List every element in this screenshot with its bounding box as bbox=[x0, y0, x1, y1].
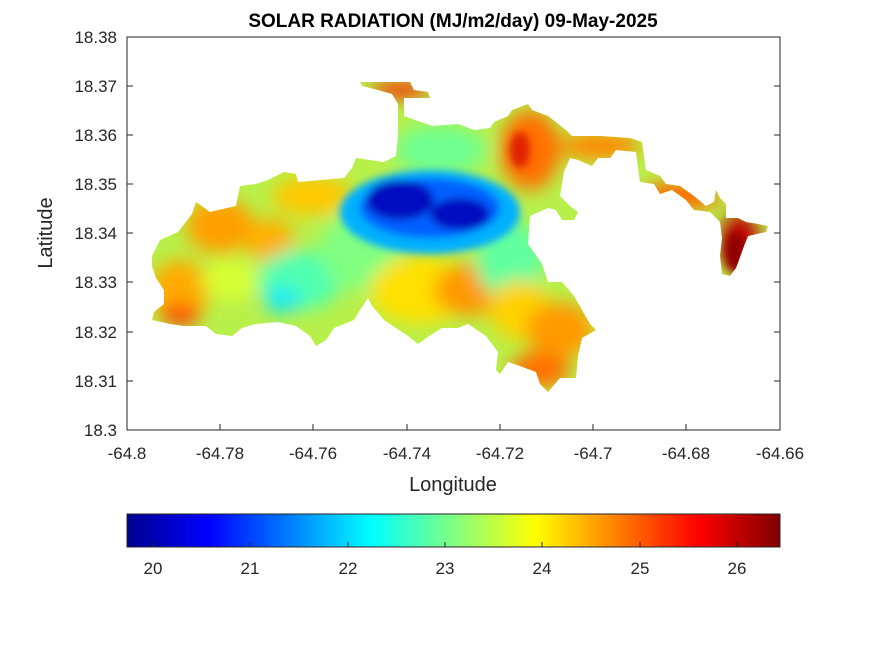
colorbar-tick-label: 21 bbox=[241, 559, 260, 578]
y-tick-label: 18.33 bbox=[74, 273, 117, 292]
x-tick-label: -64.68 bbox=[662, 444, 710, 463]
colorbar-ticks bbox=[152, 542, 738, 547]
y-axis bbox=[127, 36, 780, 431]
x-tick-label: -64.7 bbox=[574, 444, 613, 463]
y-tick-label: 18.38 bbox=[74, 28, 117, 47]
colorbar-tick-label: 26 bbox=[728, 559, 747, 578]
x-tick-label: -64.72 bbox=[476, 444, 524, 463]
y-axis-label: Latitude bbox=[35, 197, 57, 268]
y-tick-label: 18.35 bbox=[74, 175, 117, 194]
map-title: SOLAR RADIATION (MJ/m2/day) 09-May-2025 bbox=[248, 11, 658, 32]
x-tick-label: -64.8 bbox=[108, 444, 147, 463]
y-tick-label: 18.31 bbox=[74, 372, 117, 391]
colorbar-tick-label: 20 bbox=[144, 559, 163, 578]
colorbar-tick-label: 24 bbox=[533, 559, 552, 578]
y-tick-label: 18.32 bbox=[74, 323, 117, 342]
y-tick-label: 18.36 bbox=[74, 126, 117, 145]
y-tick-label: 18.34 bbox=[74, 224, 117, 243]
colorbar-tick-label: 23 bbox=[436, 559, 455, 578]
y-tick-label: 18.37 bbox=[74, 77, 117, 96]
x-tick-label: -64.66 bbox=[756, 444, 804, 463]
colorbar-tick-label: 22 bbox=[339, 559, 358, 578]
x-axis-label: Longitude bbox=[409, 474, 497, 496]
x-tick-label: -64.76 bbox=[289, 444, 337, 463]
y-tick-label: 18.3 bbox=[84, 421, 117, 440]
colorbar bbox=[126, 513, 781, 548]
x-axis bbox=[126, 424, 781, 430]
x-tick-label: -64.78 bbox=[196, 444, 244, 463]
x-tick-label: -64.74 bbox=[383, 444, 431, 463]
colorbar-tick-label: 25 bbox=[631, 559, 650, 578]
